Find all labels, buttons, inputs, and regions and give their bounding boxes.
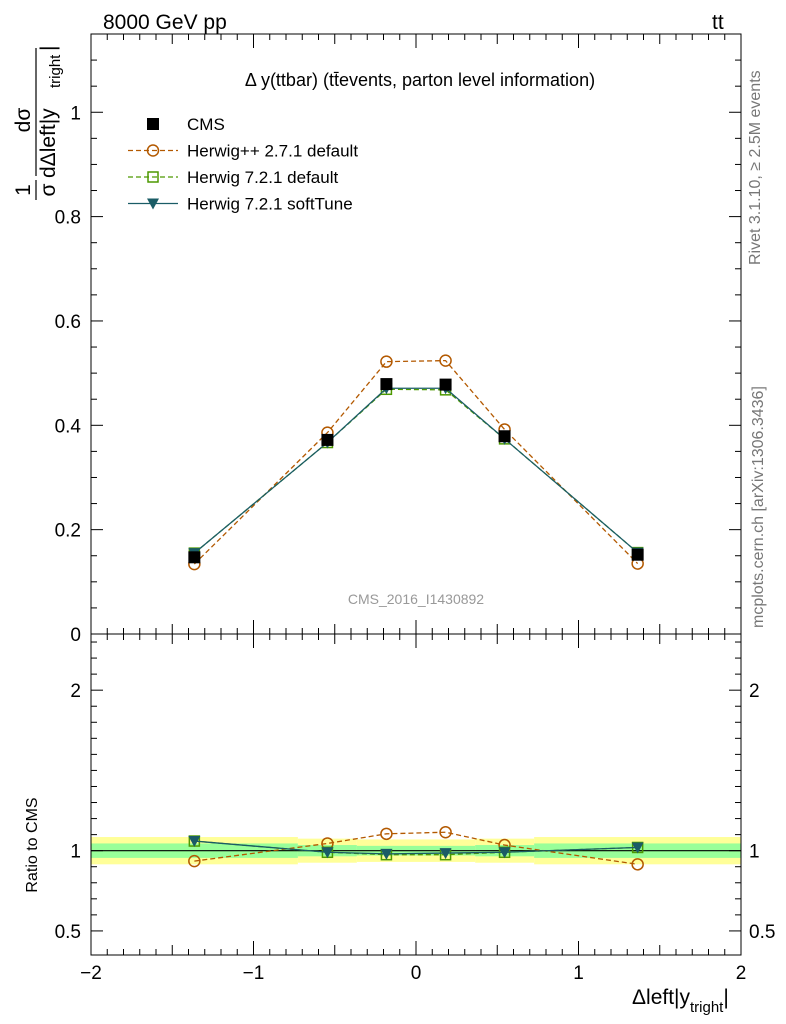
xlabel-main: Δleft|y [632, 986, 690, 1009]
legend-marker [147, 198, 159, 210]
legend-marker [147, 118, 159, 130]
xtick-label: 0 [411, 963, 422, 984]
main-series [188, 354, 644, 571]
main-panel: 0 0.2 0.4 0.6 0.8 1 Δ y(ttbar) (tt̄events, pa… [12, 33, 742, 646]
main-ytick-label: 0.2 [55, 521, 81, 542]
main-ytick-label: 0.6 [55, 312, 81, 333]
xlabel-sub: tright [690, 999, 724, 1016]
ylabel-pipe: | [37, 46, 60, 51]
data-point [380, 378, 393, 391]
ratio-series-line [194, 840, 638, 855]
xtick-label: −1 [243, 963, 265, 984]
main-ylabel-group: 1 σ dσ dΔleft|y tright | [12, 46, 64, 200]
ratio-point [380, 848, 393, 860]
ratio-ytick-label: 0.5 [55, 922, 81, 943]
ratio-ytick-label: 2 [70, 681, 81, 702]
ratio-ytick-label-right: 1 [749, 842, 760, 863]
ratio-point [188, 836, 201, 848]
ratio-point [439, 848, 452, 860]
legend: CMS Herwig++ 2.7.1 default Herwig 7.2.1 de… [128, 115, 358, 214]
data-point [439, 354, 452, 367]
ratio-point [631, 858, 644, 871]
ratio-axes: 0.5 0.5 1 1 2 2 −2 −1 0 1 2 [55, 633, 775, 984]
legend-marker [147, 171, 159, 183]
main-ytick-label: 1 [70, 103, 81, 124]
main-ytick-label: 0.8 [55, 208, 81, 229]
data-point [498, 430, 511, 443]
x-axis-title: Δleft|ytright| [632, 986, 729, 1016]
ratio-ytick-label-right: 2 [749, 681, 760, 702]
legend-label: CMS [187, 115, 225, 134]
xtick-label: −2 [80, 963, 102, 984]
mcplots-label: mcplots.cern.ch [arXiv:1306.3436] [750, 386, 767, 628]
series-line [193, 359, 639, 565]
energy-label: 8000 GeV pp [103, 11, 227, 34]
ylabel-den: dΔleft|y [37, 108, 60, 178]
data-point [380, 355, 393, 368]
main-ytick-label: 0 [70, 625, 81, 646]
ylabel-sub: tright [47, 54, 64, 88]
process-label: tt [712, 11, 724, 34]
xlabel-pipe: | [723, 986, 728, 1009]
series-line [193, 388, 639, 554]
ratio-frame [90, 633, 742, 956]
plot-title: Δ y(ttbar) (tt̄events, parton level info… [245, 70, 595, 90]
ratio-panel: 0.5 0.5 1 1 2 2 −2 −1 0 1 2 Ratio to CMS [24, 633, 775, 984]
xtick-label: 2 [736, 963, 747, 984]
ratio-point [631, 842, 644, 854]
main-ylabel: 1 σ dσ dΔleft|y tright | [12, 46, 64, 200]
xtick-label: 1 [573, 963, 584, 984]
data-point [631, 548, 644, 561]
data-point [321, 433, 334, 446]
ratio-point [188, 854, 201, 868]
legend-label: Herwig 7.2.1 softTune [187, 195, 353, 214]
legend-label: Herwig 7.2.1 default [187, 168, 338, 187]
ratio-ytick-label-right: 0.5 [749, 922, 775, 943]
ylabel-one: 1 [12, 184, 35, 196]
ylabel-dsigma: dσ [12, 108, 35, 133]
ratio-point [439, 825, 452, 839]
legend-marker [146, 144, 160, 157]
watermark: CMS_2016_I1430892 [348, 591, 484, 607]
data-point [439, 378, 452, 391]
ratio-series [188, 825, 644, 871]
ratio-ylabel: Ratio to CMS [24, 797, 41, 892]
legend-label: Herwig++ 2.7.1 default [187, 142, 358, 161]
series-line [193, 387, 639, 554]
main-ytick-label: 0.4 [55, 416, 82, 437]
rivet-label: Rivet 3.1.10, ≥ 2.5M events [747, 70, 764, 265]
ratio-point [498, 847, 511, 859]
data-point [188, 551, 201, 564]
ratio-point [321, 847, 334, 859]
ratio-point [380, 827, 393, 841]
ylabel-sigma: σ [37, 183, 60, 196]
x-axis-title-text: Δleft|ytright| [632, 986, 729, 1016]
ratio-ytick-label: 1 [70, 842, 81, 863]
